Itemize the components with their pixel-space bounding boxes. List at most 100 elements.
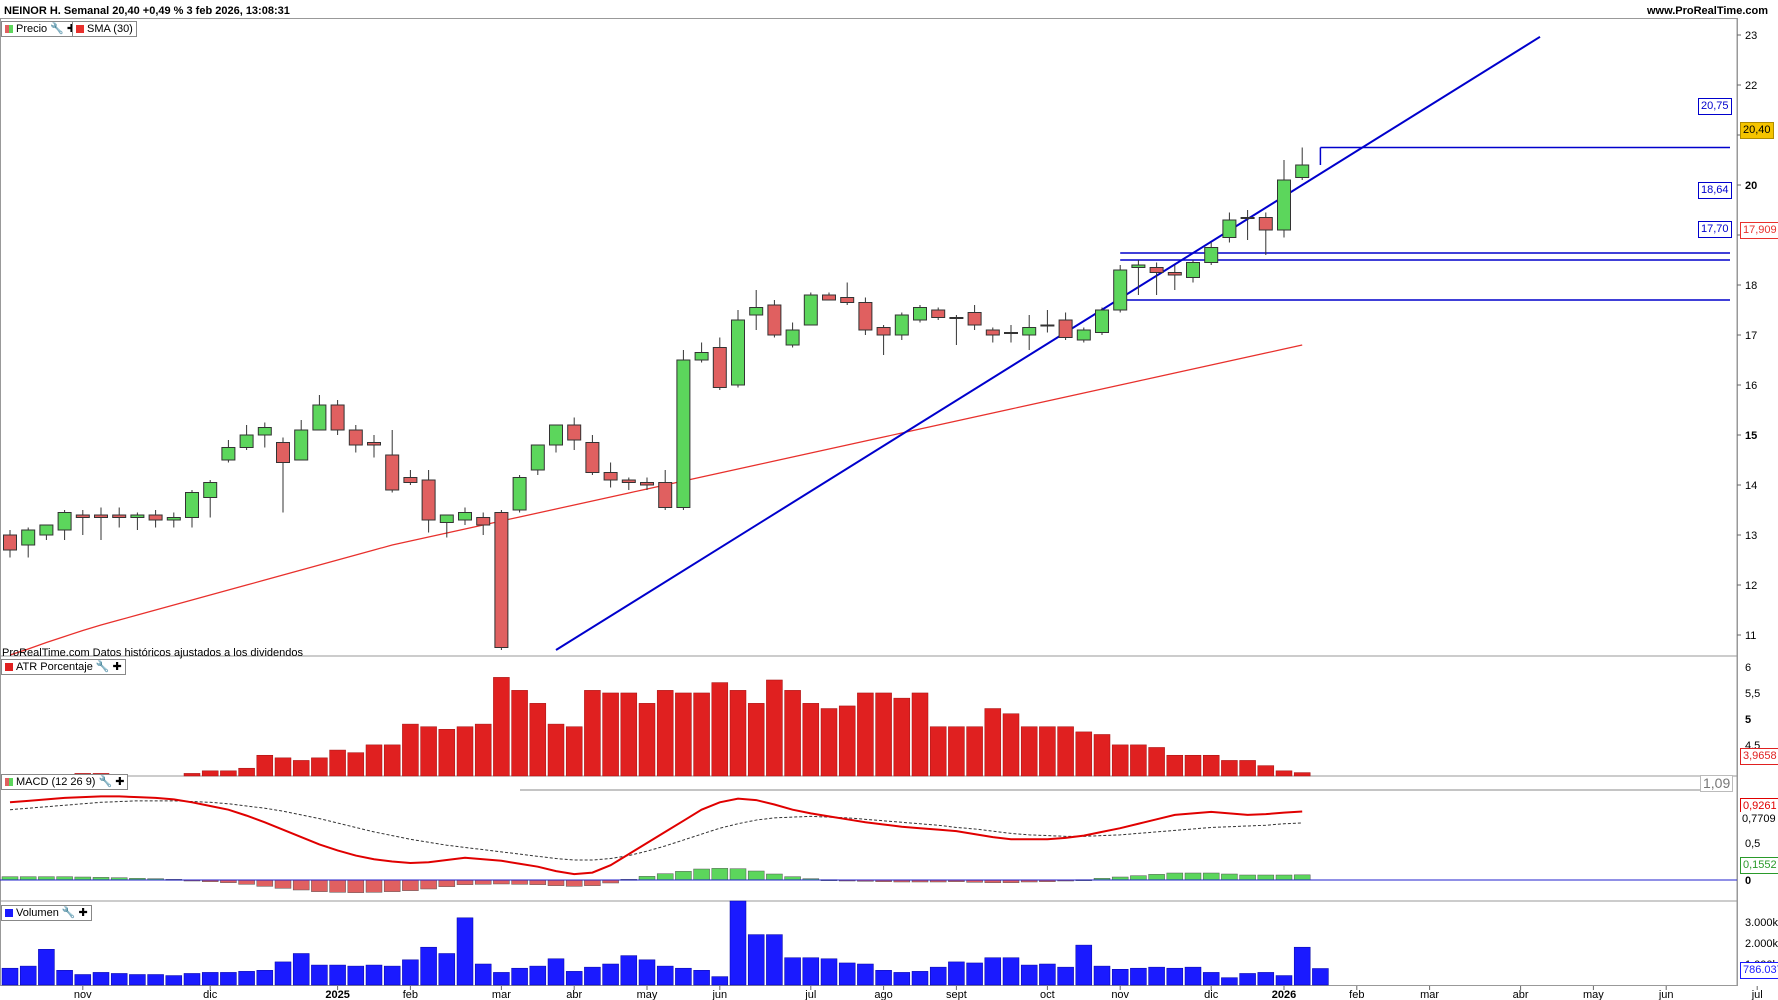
macd-hist-bar bbox=[1184, 872, 1202, 881]
atr-bar bbox=[201, 770, 219, 777]
atr-bar bbox=[220, 770, 237, 777]
candle-up bbox=[203, 482, 218, 498]
plus-icon[interactable]: ✚ bbox=[112, 661, 122, 673]
candle-up bbox=[1040, 324, 1055, 327]
plus-icon[interactable]: ✚ bbox=[67, 22, 76, 36]
candle-up bbox=[21, 529, 36, 546]
atr-bar bbox=[675, 692, 692, 777]
volume-bar bbox=[456, 917, 474, 986]
volume-bar bbox=[1111, 969, 1129, 986]
volume-bar bbox=[274, 961, 292, 986]
x-tick-label: may bbox=[1583, 989, 1604, 1000]
volume-bar bbox=[110, 973, 128, 986]
volume-bar bbox=[1312, 968, 1329, 986]
price-tick-label: 17 bbox=[1745, 330, 1757, 342]
price-tick-label: 22 bbox=[1745, 80, 1757, 92]
wrench-icon[interactable]: 🔧 bbox=[50, 23, 64, 35]
candle-up bbox=[676, 359, 691, 508]
atr-bar bbox=[1130, 744, 1147, 777]
volume-bar bbox=[547, 958, 565, 986]
candle-up bbox=[294, 429, 309, 461]
atr-bar bbox=[565, 726, 583, 777]
candle-up bbox=[439, 514, 454, 523]
candle-down bbox=[112, 514, 127, 518]
volume-bar bbox=[911, 971, 929, 986]
candle-up bbox=[749, 307, 764, 316]
candle-up bbox=[512, 477, 527, 511]
price-indicator-tag[interactable]: Precio 🔧 ✚ bbox=[1, 21, 81, 37]
sma-indicator-tag[interactable]: SMA (30) bbox=[72, 21, 137, 37]
candle-down bbox=[767, 304, 782, 336]
macd-hist-bar bbox=[1257, 874, 1275, 881]
candle-down bbox=[1258, 217, 1273, 231]
macd-last-label: 0,9261 bbox=[1740, 798, 1778, 815]
macd-hist-bar bbox=[766, 873, 783, 881]
candle-up bbox=[130, 514, 145, 518]
volume-bar bbox=[820, 958, 838, 986]
x-tick-label: abr bbox=[1513, 989, 1529, 1000]
price-tick-label: 16 bbox=[1745, 380, 1757, 392]
macd-hist-bar bbox=[329, 879, 346, 893]
wrench-icon[interactable]: 🔧 bbox=[98, 776, 113, 788]
volume-swatch-icon bbox=[5, 909, 13, 917]
x-tick-label: sept bbox=[946, 989, 967, 1000]
volume-bar bbox=[1002, 957, 1020, 986]
price-tick-label: 18 bbox=[1745, 280, 1757, 292]
candle-down bbox=[822, 294, 836, 301]
atr-indicator-tag[interactable]: ATR Porcentaje 🔧 ✚ bbox=[1, 659, 126, 675]
atr-bar bbox=[1075, 731, 1093, 777]
candle-down bbox=[476, 517, 491, 526]
macd-signal-label: 0,7709 bbox=[1740, 812, 1778, 827]
macd-hist-bar bbox=[1202, 872, 1220, 881]
volume-bar bbox=[238, 971, 255, 986]
macd-hist-bar bbox=[311, 879, 328, 892]
candle-up bbox=[1004, 332, 1018, 334]
atr-bar bbox=[966, 726, 983, 777]
macd-tag-label: MACD (12 26 9) bbox=[16, 776, 96, 788]
volume-bar bbox=[38, 949, 55, 986]
x-tick-label: dic bbox=[1204, 989, 1219, 1000]
atr-bar bbox=[1039, 726, 1056, 777]
macd-hist-bar bbox=[292, 879, 310, 891]
atr-bar bbox=[875, 692, 892, 777]
macd-hist-bar bbox=[365, 879, 383, 893]
volume-bar bbox=[529, 965, 547, 986]
candle-down bbox=[858, 302, 873, 331]
price-tick-label: 14 bbox=[1745, 480, 1757, 492]
plus-icon[interactable]: ✚ bbox=[115, 776, 125, 788]
candle-up bbox=[694, 352, 709, 361]
volume-bar bbox=[893, 972, 911, 986]
atr-bar bbox=[1221, 760, 1238, 777]
macd-hist-bar bbox=[693, 868, 710, 881]
plus-icon[interactable]: ✚ bbox=[78, 907, 88, 919]
site-label: www.ProRealTime.com bbox=[1646, 5, 1768, 17]
volume-bar bbox=[474, 963, 492, 986]
macd-signal-line bbox=[9, 800, 1303, 861]
volume-indicator-tag[interactable]: Volumen 🔧 ✚ bbox=[1, 905, 92, 921]
volume-bar bbox=[929, 966, 947, 986]
atr-bar bbox=[638, 703, 656, 777]
atr-bar bbox=[911, 692, 929, 777]
volume-bar bbox=[1, 967, 19, 986]
atr-last-label: 3,9658 bbox=[1740, 748, 1778, 765]
volume-bar bbox=[402, 959, 419, 986]
candle-down bbox=[276, 442, 290, 463]
x-tick-label: jul bbox=[1751, 989, 1763, 1000]
volume-bar bbox=[875, 970, 892, 986]
atr-bar bbox=[802, 703, 820, 777]
candle-down bbox=[603, 472, 618, 481]
candle-up bbox=[239, 434, 254, 448]
macd-hist-bar bbox=[547, 879, 565, 886]
candle-down bbox=[1167, 272, 1182, 276]
macd-indicator-tag[interactable]: MACD (12 26 9) 🔧 ✚ bbox=[1, 774, 129, 790]
wrench-icon[interactable]: 🔧 bbox=[61, 907, 76, 919]
volume-bar bbox=[165, 975, 183, 986]
volume-bar bbox=[129, 974, 146, 986]
trendline bbox=[555, 35, 1541, 651]
macd-hist-bar bbox=[1221, 873, 1238, 881]
candle-down bbox=[712, 347, 727, 388]
volume-bar bbox=[1184, 966, 1202, 986]
volume-bar bbox=[1275, 975, 1293, 986]
wrench-icon[interactable]: 🔧 bbox=[95, 661, 110, 673]
volume-bar bbox=[1075, 944, 1093, 986]
